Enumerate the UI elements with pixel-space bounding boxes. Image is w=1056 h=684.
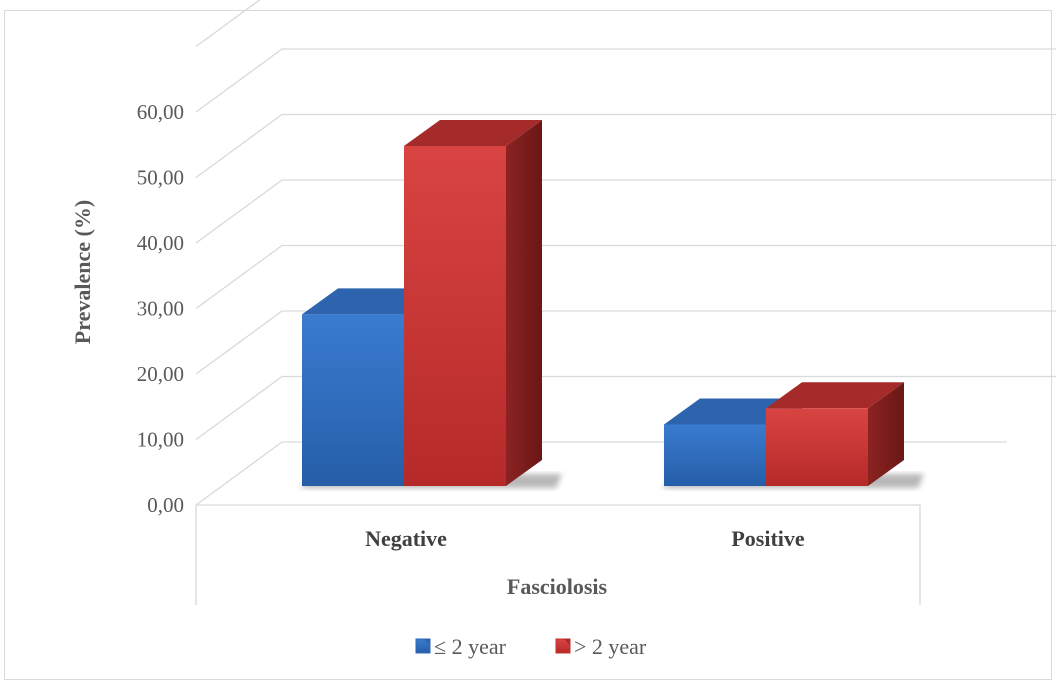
x-tick-label: Negative: [365, 526, 447, 551]
y-tick-label: 60,00: [137, 100, 184, 124]
bar-top: [766, 382, 904, 409]
floor-front-edge: [196, 504, 921, 605]
bar-positive-series-2: [766, 382, 904, 486]
x-tick-label: Positive: [731, 526, 805, 551]
y-axis-ticks: 0,00 10,00 20,00 30,00 40,00 50,00 60,00: [137, 100, 184, 517]
legend: ≤ 2 year > 2 year: [415, 634, 647, 659]
gridlines: [195, 0, 1056, 441]
gridline: [195, 244, 1056, 310]
gridline: [195, 0, 261, 48]
legend-swatch: [415, 638, 431, 654]
y-tick-label: 50,00: [137, 166, 184, 190]
y-tick-label: 40,00: [137, 231, 184, 255]
bar-front: [404, 146, 506, 486]
legend-label: ≤ 2 year: [434, 634, 507, 659]
gridline: [195, 179, 1056, 244]
bar-top: [404, 120, 542, 146]
gridline: [195, 113, 1056, 179]
x-axis-title: Fasciolosis: [507, 574, 608, 599]
y-tick-label: 20,00: [137, 362, 184, 386]
y-tick-label: 10,00: [137, 428, 184, 452]
bar-front: [664, 424, 766, 486]
bars: [300, 120, 924, 488]
legend-item-1: ≤ 2 year: [415, 634, 507, 659]
legend-label: > 2 year: [574, 634, 647, 659]
bar-negative-series-2: [404, 120, 542, 486]
gridline: [195, 375, 1056, 441]
y-tick-label: 0,00: [147, 493, 184, 517]
legend-item-2: > 2 year: [555, 634, 647, 659]
x-axis-categories: Negative Positive: [365, 526, 805, 551]
bar-side: [506, 120, 542, 486]
gridline: [195, 48, 1056, 113]
legend-swatch: [555, 638, 571, 654]
bar-front: [302, 314, 404, 486]
bar-side: [868, 382, 904, 486]
y-axis-title: Prevalence (%): [70, 200, 95, 344]
gridline: [195, 310, 1056, 375]
y-tick-label: 30,00: [137, 297, 184, 321]
bar-front: [766, 408, 868, 486]
